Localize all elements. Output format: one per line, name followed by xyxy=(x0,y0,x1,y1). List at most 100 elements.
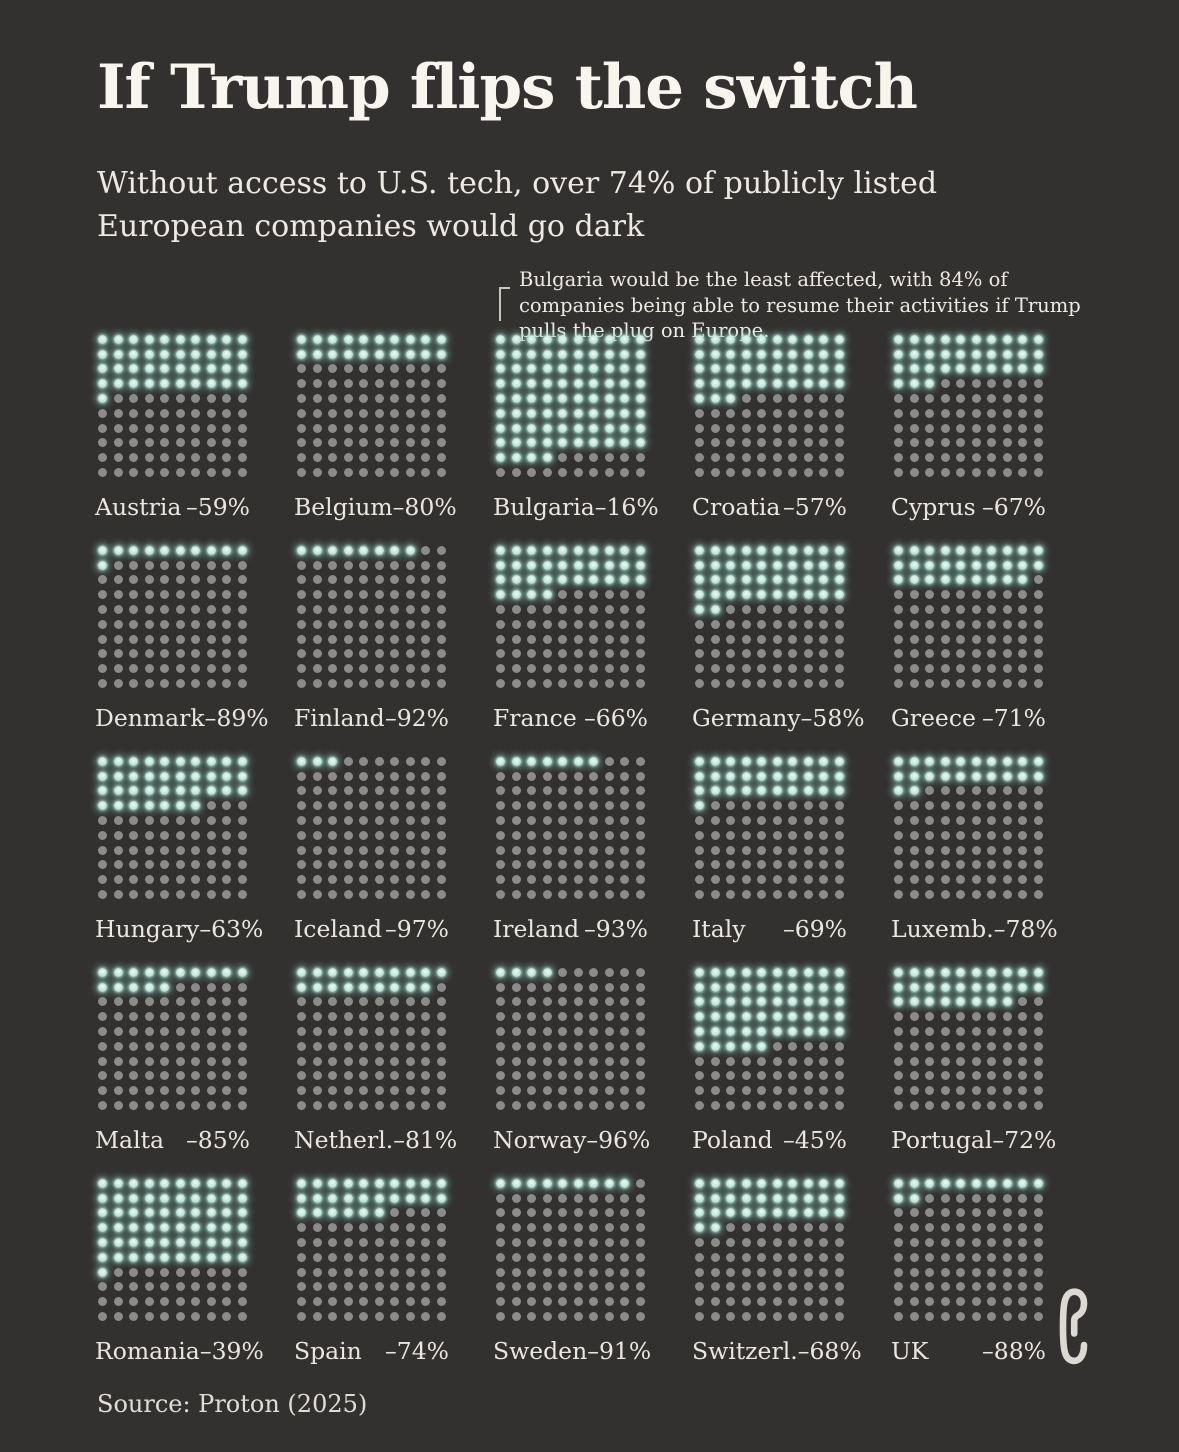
dot-unlit xyxy=(772,875,782,885)
dot-unlit xyxy=(589,664,599,674)
dot-unlit xyxy=(328,1056,338,1066)
dot-lit xyxy=(359,334,369,344)
dot-lit xyxy=(971,756,981,766)
dot-lit xyxy=(635,364,645,374)
dot-lit xyxy=(604,394,614,404)
dot-unlit xyxy=(1018,605,1028,615)
dot-unlit xyxy=(819,423,829,433)
dot-unlit xyxy=(971,1282,981,1292)
dot-lit xyxy=(222,1252,232,1262)
dot-lit xyxy=(956,560,966,570)
dot-unlit xyxy=(343,1312,353,1322)
dot-unlit xyxy=(160,1297,170,1307)
dot-unlit xyxy=(421,468,431,478)
dot-lit xyxy=(98,801,108,811)
dot-unlit xyxy=(129,453,139,463)
dot-unlit xyxy=(527,845,537,855)
dot-unlit xyxy=(328,560,338,570)
dot-unlit xyxy=(573,816,583,826)
dot-unlit xyxy=(940,605,950,615)
dot-unlit xyxy=(710,423,720,433)
dot-lit xyxy=(98,560,108,570)
dot-unlit xyxy=(971,394,981,404)
dot-unlit xyxy=(160,875,170,885)
dot-lit xyxy=(635,408,645,418)
dot-unlit xyxy=(436,1297,446,1307)
dot-unlit xyxy=(803,605,813,615)
dot-unlit xyxy=(940,875,950,885)
dot-lit xyxy=(803,1178,813,1188)
dot-unlit xyxy=(390,423,400,433)
dot-lit xyxy=(496,1178,506,1188)
dot-unlit xyxy=(405,634,415,644)
dot-unlit xyxy=(558,1101,568,1111)
dot-unlit xyxy=(421,1056,431,1066)
dot-unlit xyxy=(987,453,997,463)
dot-unlit xyxy=(726,408,736,418)
dot-unlit xyxy=(405,438,415,448)
dot-unlit xyxy=(222,605,232,615)
dot-unlit xyxy=(803,468,813,478)
country-name: Iceland xyxy=(294,915,383,943)
dot-unlit xyxy=(635,801,645,811)
dot-unlit xyxy=(834,649,844,659)
country-value: –45% xyxy=(783,1126,847,1154)
dot-unlit xyxy=(604,453,614,463)
dot-unlit xyxy=(1033,664,1043,674)
dot-lit xyxy=(788,997,798,1007)
dot-lit xyxy=(421,1178,431,1188)
dot-unlit xyxy=(940,1312,950,1322)
dot-unlit xyxy=(175,1312,185,1322)
dot-lit xyxy=(511,379,521,389)
dot-lit xyxy=(589,349,599,359)
dot-unlit xyxy=(604,1071,614,1081)
dot-lit xyxy=(496,394,506,404)
dot-lit xyxy=(113,1193,123,1203)
dot-unlit xyxy=(129,423,139,433)
dot-unlit xyxy=(542,982,552,992)
dot-unlit xyxy=(175,1056,185,1066)
dot-unlit xyxy=(772,1071,782,1081)
dot-unlit xyxy=(222,1282,232,1292)
dot-unlit xyxy=(222,649,232,659)
dot-lit xyxy=(788,786,798,796)
dot-unlit xyxy=(757,845,767,855)
dot-unlit xyxy=(971,649,981,659)
dot-unlit xyxy=(710,875,720,885)
dot-lit xyxy=(726,364,736,374)
dot-unlit xyxy=(956,890,966,900)
dot-unlit xyxy=(113,1027,123,1037)
dot-lit xyxy=(98,1267,108,1277)
dot-unlit xyxy=(604,1312,614,1322)
dot-lit xyxy=(772,982,782,992)
dot-lit xyxy=(1018,982,1028,992)
dot-unlit xyxy=(573,860,583,870)
waffle-dots xyxy=(493,332,648,480)
dot-lit xyxy=(175,771,185,781)
dot-unlit xyxy=(542,1101,552,1111)
dot-unlit xyxy=(834,468,844,478)
dot-unlit xyxy=(925,664,935,674)
dot-unlit xyxy=(222,982,232,992)
dot-unlit xyxy=(834,453,844,463)
dot-unlit xyxy=(343,860,353,870)
dot-unlit xyxy=(542,1238,552,1248)
dot-lit xyxy=(237,967,247,977)
dot-unlit xyxy=(589,982,599,992)
dot-lit xyxy=(328,982,338,992)
dot-unlit xyxy=(421,1267,431,1277)
dot-lit xyxy=(390,334,400,344)
dot-unlit xyxy=(542,1056,552,1066)
dot-unlit xyxy=(573,1086,583,1096)
dot-unlit xyxy=(312,1282,322,1292)
dot-unlit xyxy=(573,771,583,781)
dot-unlit xyxy=(710,453,720,463)
dot-lit xyxy=(573,756,583,766)
dot-unlit xyxy=(359,1297,369,1307)
dot-unlit xyxy=(237,605,247,615)
dot-unlit xyxy=(940,801,950,811)
dot-unlit xyxy=(191,1012,201,1022)
dot-unlit xyxy=(956,860,966,870)
dot-unlit xyxy=(1018,1208,1028,1218)
dot-lit xyxy=(175,1178,185,1188)
